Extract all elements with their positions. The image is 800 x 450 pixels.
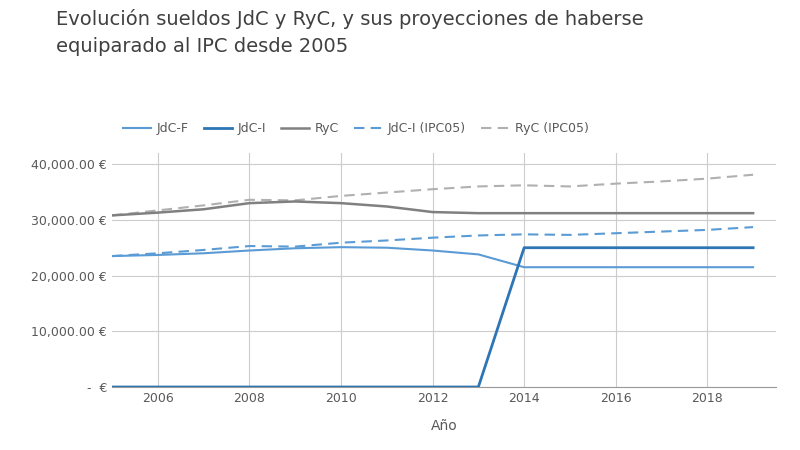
RyC (IPC05) <box>428 186 438 192</box>
JdC-F <box>245 248 254 253</box>
RyC <box>336 200 346 206</box>
JdC-I (IPC05) <box>474 233 483 238</box>
JdC-F <box>336 244 346 250</box>
JdC-I <box>336 384 346 390</box>
JdC-F <box>657 265 666 270</box>
JdC-I (IPC05) <box>153 251 162 256</box>
JdC-I (IPC05) <box>519 232 529 237</box>
Line: RyC: RyC <box>112 202 753 216</box>
JdC-F <box>748 265 758 270</box>
JdC-F <box>519 265 529 270</box>
JdC-I (IPC05) <box>428 235 438 240</box>
JdC-I (IPC05) <box>107 253 117 259</box>
JdC-I <box>290 384 300 390</box>
JdC-I <box>519 245 529 250</box>
RyC <box>748 211 758 216</box>
RyC (IPC05) <box>748 172 758 177</box>
RyC <box>107 213 117 218</box>
RyC (IPC05) <box>382 190 391 195</box>
RyC (IPC05) <box>657 179 666 184</box>
RyC (IPC05) <box>519 183 529 188</box>
JdC-I (IPC05) <box>198 247 208 252</box>
Line: JdC-F: JdC-F <box>112 247 753 267</box>
RyC <box>657 211 666 216</box>
RyC <box>428 209 438 215</box>
JdC-I (IPC05) <box>290 244 300 249</box>
JdC-F <box>565 265 574 270</box>
JdC-I <box>565 245 574 250</box>
JdC-I <box>474 384 483 390</box>
RyC (IPC05) <box>474 184 483 189</box>
JdC-F <box>198 251 208 256</box>
RyC (IPC05) <box>290 198 300 203</box>
RyC <box>702 211 712 216</box>
RyC <box>474 211 483 216</box>
JdC-F <box>474 252 483 257</box>
RyC <box>565 211 574 216</box>
RyC (IPC05) <box>702 176 712 181</box>
JdC-I (IPC05) <box>336 240 346 245</box>
RyC <box>611 211 621 216</box>
Text: Evolución sueldos JdC y RyC, y sus proyecciones de haberse
equiparado al IPC des: Evolución sueldos JdC y RyC, y sus proye… <box>56 9 644 55</box>
JdC-I (IPC05) <box>748 225 758 230</box>
JdC-F <box>611 265 621 270</box>
JdC-I (IPC05) <box>382 238 391 243</box>
RyC <box>290 199 300 204</box>
RyC (IPC05) <box>107 213 117 218</box>
JdC-F <box>290 246 300 251</box>
JdC-F <box>702 265 712 270</box>
RyC (IPC05) <box>245 197 254 202</box>
X-axis label: Año: Año <box>430 419 458 433</box>
JdC-I <box>382 384 391 390</box>
JdC-I <box>245 384 254 390</box>
RyC (IPC05) <box>198 202 208 208</box>
JdC-F <box>428 248 438 253</box>
JdC-I <box>428 384 438 390</box>
JdC-F <box>382 245 391 250</box>
JdC-I (IPC05) <box>565 232 574 238</box>
Line: JdC-I (IPC05): JdC-I (IPC05) <box>112 227 753 256</box>
Legend: JdC-F, JdC-I, RyC, JdC-I (IPC05), RyC (IPC05): JdC-F, JdC-I, RyC, JdC-I (IPC05), RyC (I… <box>118 117 594 140</box>
JdC-I (IPC05) <box>611 230 621 236</box>
RyC (IPC05) <box>153 208 162 213</box>
JdC-I <box>611 245 621 250</box>
RyC (IPC05) <box>336 193 346 198</box>
RyC (IPC05) <box>611 181 621 186</box>
RyC <box>519 211 529 216</box>
RyC <box>382 204 391 209</box>
JdC-I <box>153 384 162 390</box>
RyC <box>198 207 208 212</box>
JdC-F <box>153 252 162 258</box>
Line: JdC-I: JdC-I <box>112 248 753 387</box>
JdC-I <box>657 245 666 250</box>
JdC-I <box>198 384 208 390</box>
JdC-I <box>107 384 117 390</box>
RyC (IPC05) <box>565 184 574 189</box>
JdC-I <box>702 245 712 250</box>
JdC-I (IPC05) <box>657 229 666 234</box>
JdC-I (IPC05) <box>702 227 712 233</box>
RyC <box>153 210 162 215</box>
Line: RyC (IPC05): RyC (IPC05) <box>112 175 753 216</box>
JdC-I (IPC05) <box>245 243 254 249</box>
RyC <box>245 200 254 206</box>
JdC-I <box>748 245 758 250</box>
JdC-F <box>107 253 117 259</box>
